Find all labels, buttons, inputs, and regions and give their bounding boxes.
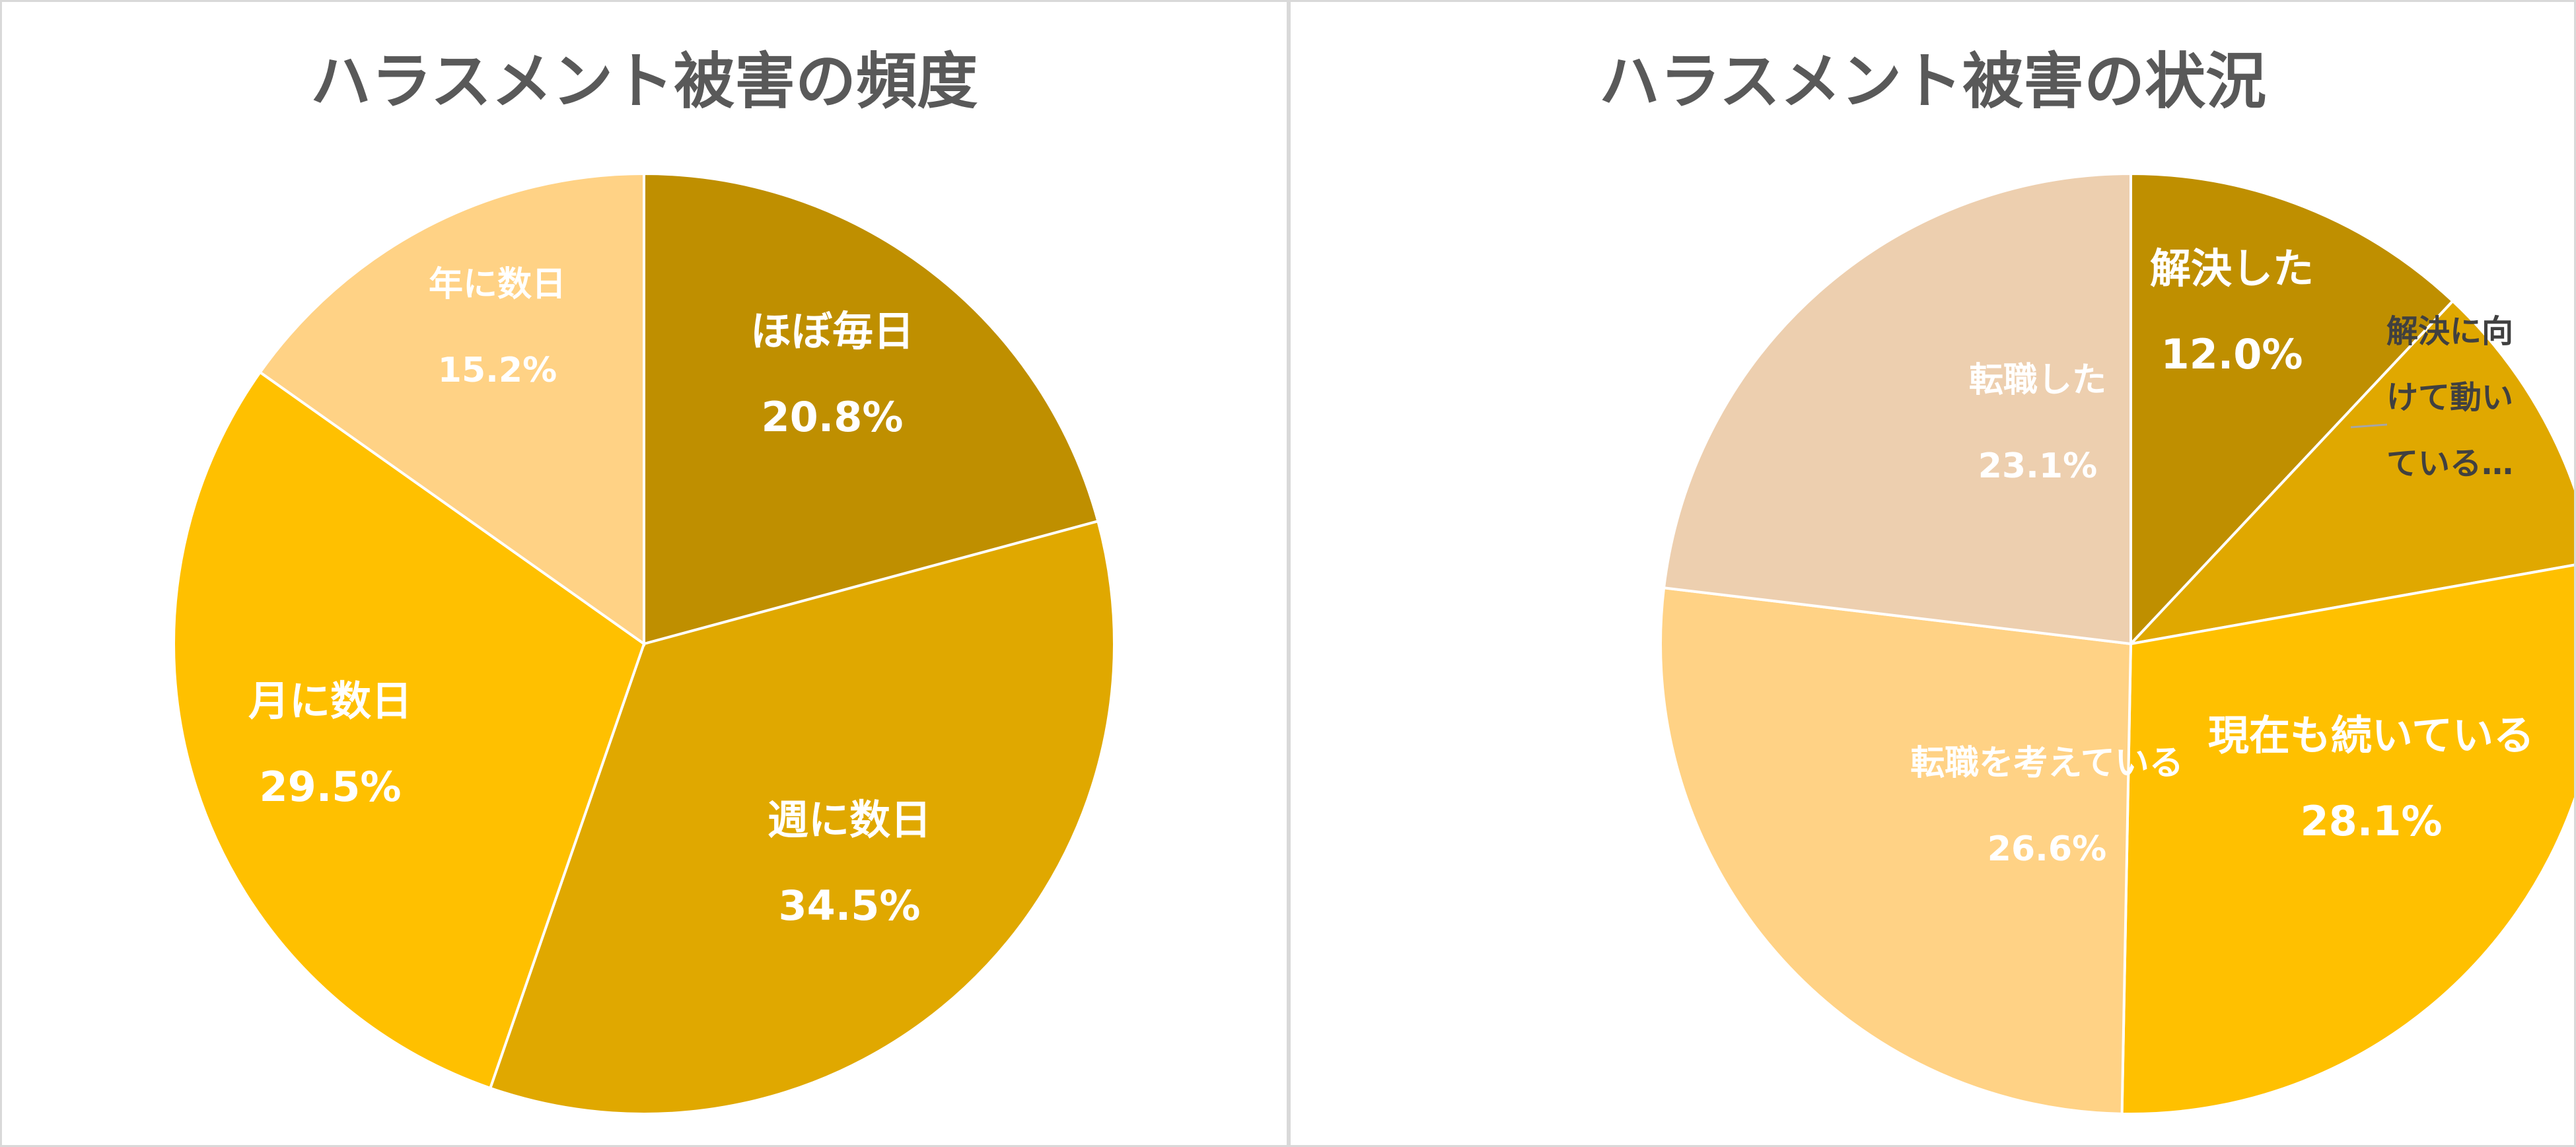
slice-category-label: 転職した [1969, 361, 2106, 400]
pie-chart-frequency: ハラスメント被害の頻度 ほぼ毎日 20.8% 週に数日 34.5% 月に数日 29.5% 年… [172, 46, 1116, 1115]
slice-category-label: 週に数日 [768, 796, 931, 844]
pie-labels-frequency: ほぼ毎日 20.8% 週に数日 34.5% 月に数日 29.5% 年に数日 15.2% [248, 265, 931, 930]
slice-value-label: 20.8% [761, 393, 903, 441]
pie-slice [488, 519, 1116, 1115]
pie-slice [258, 172, 645, 646]
slice-value-label: 34.5% [778, 882, 920, 930]
slice-category-label: 年に数日 [429, 265, 566, 304]
pie-slice [1662, 172, 2132, 646]
chart-panel-frequency: ハラスメント被害の頻度 ほぼ毎日 20.8% 週に数日 34.5% 月に数日 29.5% 年… [0, 0, 1289, 1147]
slice-label-line: ている… [2386, 445, 2513, 482]
slice-category-label: 解決した [2150, 244, 2314, 293]
pie-slices-status [1659, 172, 2574, 1115]
slice-value-label: 15.2% [438, 351, 557, 390]
slice-label-line: けて動い [2386, 379, 2513, 416]
slice-value-label: 29.5% [259, 763, 401, 811]
pie-slice [2127, 299, 2574, 646]
slice-value-label: 12.0% [2161, 330, 2303, 378]
slice-category-label: ほぼ毎日 [750, 307, 914, 355]
pie-slice [1659, 586, 2133, 1115]
chart-title-frequency: ハラスメント被害の頻度 [310, 46, 978, 117]
pie-slices-frequency [172, 172, 1116, 1115]
slice-category-label: 転職を考えている [1910, 744, 2183, 783]
slice-label-line: 解決に向 [2386, 313, 2513, 350]
pie-slice [2129, 172, 2455, 648]
pie-slice [172, 370, 646, 1090]
slice-value-label: 23.1% [1978, 446, 2097, 486]
slice-value-label: 26.6% [1987, 829, 2106, 869]
pie-slice [643, 172, 1100, 646]
slice-category-label: 月に数日 [248, 677, 412, 725]
pie-slice [2120, 563, 2574, 1115]
slice-value-label: 28.1% [2300, 797, 2442, 845]
chart-panel-status: ハラスメント被害の状況 解決した 12.0% 解決に向けて動いている… 現在も続いてい… [1289, 0, 2576, 1147]
chart-title-status: ハラスメント被害の状況 [1599, 46, 2266, 117]
leader-line [2350, 423, 2388, 429]
slice-category-label: 現在も続いている [2208, 711, 2534, 759]
